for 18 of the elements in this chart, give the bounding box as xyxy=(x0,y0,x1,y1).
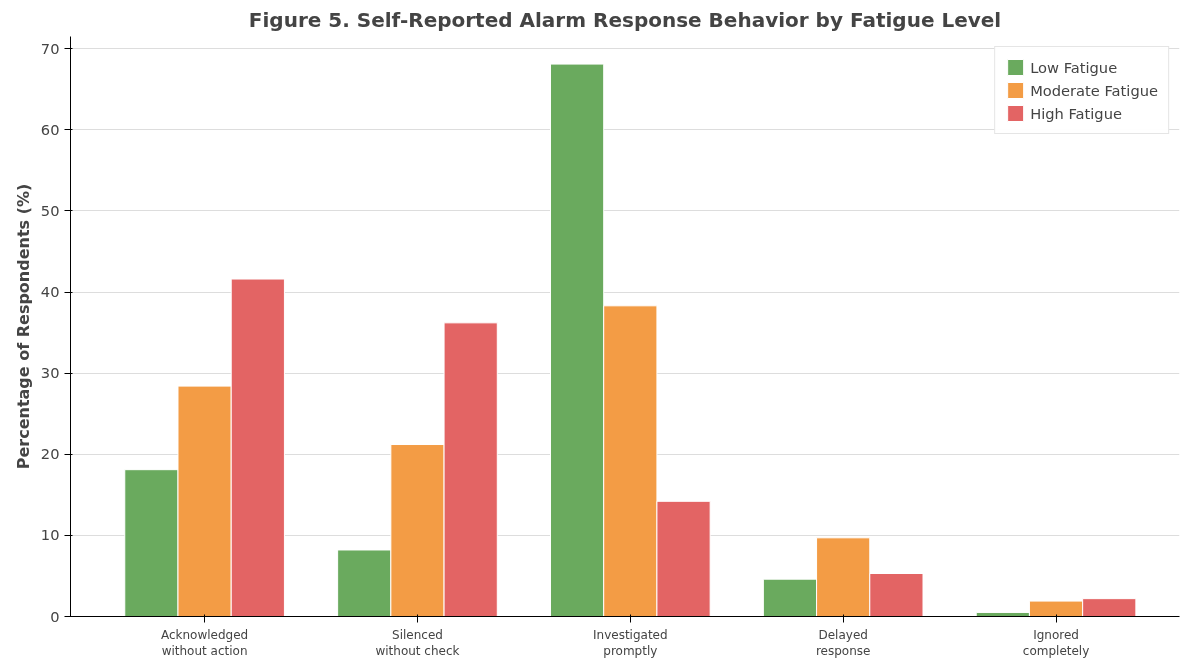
legend-label: Low Fatigue xyxy=(1030,58,1118,76)
x-tick-label: Acknowledged without action xyxy=(160,627,249,659)
x-tick-label: Ignored completely xyxy=(1022,627,1090,659)
y-tick-label: 40 xyxy=(40,283,60,301)
y-tick-label: 70 xyxy=(40,39,60,57)
y-tick-label: 50 xyxy=(40,201,60,219)
x-tick-label: Silenced without check xyxy=(375,627,460,659)
x-tick-label: Delayed response xyxy=(815,627,871,659)
chart-title: Figure 5. Self-Reported Alarm Response Behavior by Fatigue Level xyxy=(248,7,1002,32)
y-tick-label: 60 xyxy=(40,120,60,138)
y-tick-label: 20 xyxy=(40,445,60,463)
x-tick-label: Investigated promptly xyxy=(593,627,668,659)
y-tick-label: 0 xyxy=(50,607,60,625)
legend-label: Moderate Fatigue xyxy=(1030,81,1158,99)
y-axis-title: Percentage of Respondents (%) xyxy=(13,183,33,470)
y-tick-label: 10 xyxy=(40,526,60,544)
y-tick-label: 30 xyxy=(40,364,60,382)
legend-label: High Fatigue xyxy=(1030,104,1122,122)
